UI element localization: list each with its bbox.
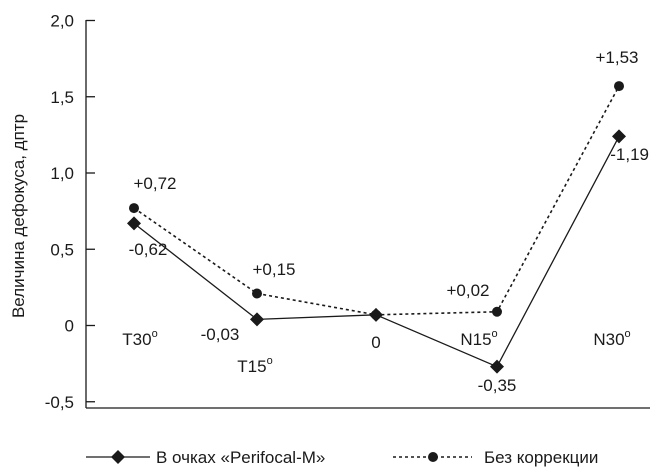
y-axis-title: Величина дефокуса, дптр — [9, 114, 28, 318]
legend-label-series-2: Без коррекции — [484, 448, 598, 467]
legend-marker-series-2 — [428, 452, 438, 462]
series-2-point — [614, 81, 624, 92]
series-2-point — [129, 203, 139, 214]
series-1-point — [250, 312, 264, 327]
y-axis: 2,0 1,5 1,0 0,5 0 -0,5 — [45, 12, 95, 412]
series-2-point — [252, 288, 262, 299]
data-label-series-2: +0,15 — [252, 260, 295, 279]
x-category-label: 0 — [371, 333, 380, 352]
series-1-point — [127, 216, 141, 231]
y-tick-label: 2,0 — [50, 12, 74, 31]
data-label-series-2: +0,02 — [446, 281, 489, 300]
data-label-series-1: -0,35 — [478, 376, 517, 395]
series-2-point — [492, 306, 502, 317]
series-1-point — [612, 129, 626, 144]
x-category-label: T15o — [237, 355, 272, 376]
data-label-series-1: -0,03 — [201, 325, 240, 344]
y-tick-label: -0,5 — [45, 393, 74, 412]
series-2-point — [371, 309, 381, 320]
legend-marker-series-1 — [111, 450, 125, 464]
x-category-label: N30o — [593, 328, 630, 349]
series-1-point — [490, 359, 504, 374]
data-label-series-1: -1,19 — [610, 145, 649, 164]
x-category-label: T30o — [122, 328, 157, 349]
legend: В очках «Perifocal-M» Без коррекции — [86, 448, 598, 467]
y-tick-label: 0 — [65, 317, 74, 336]
data-label-series-2: +0,72 — [133, 174, 176, 193]
y-tick-label: 1,5 — [50, 88, 74, 107]
y-tick-label: 1,0 — [50, 164, 74, 183]
data-label-series-1: -0,62 — [129, 240, 168, 259]
data-label-series-2: +1,53 — [595, 48, 638, 67]
x-category-label: N15o — [460, 328, 497, 349]
y-tick-label: 0,5 — [50, 240, 74, 259]
legend-label-series-1: В очках «Perifocal-M» — [156, 448, 325, 467]
